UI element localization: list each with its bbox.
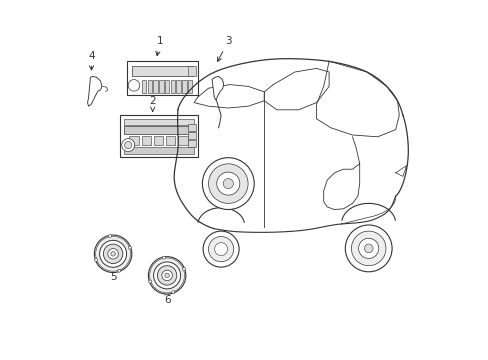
Bar	[178, 136, 187, 145]
Circle shape	[128, 80, 140, 91]
Circle shape	[216, 172, 239, 195]
Circle shape	[358, 238, 378, 258]
Bar	[176, 80, 181, 93]
Circle shape	[111, 252, 115, 256]
Text: 1: 1	[156, 36, 163, 55]
Circle shape	[103, 244, 122, 264]
Circle shape	[148, 280, 151, 283]
Circle shape	[171, 291, 174, 294]
Bar	[188, 66, 196, 76]
Circle shape	[202, 158, 254, 210]
Text: 3: 3	[217, 36, 231, 62]
Bar	[123, 126, 194, 134]
Circle shape	[164, 273, 169, 278]
Circle shape	[108, 235, 111, 238]
Bar	[120, 115, 197, 157]
Bar	[123, 119, 194, 125]
Bar	[170, 80, 175, 93]
Bar	[188, 140, 196, 147]
Circle shape	[128, 246, 131, 249]
Bar	[159, 80, 163, 93]
Circle shape	[157, 266, 177, 285]
Bar	[187, 80, 192, 93]
Bar	[164, 80, 169, 93]
Bar	[127, 61, 197, 95]
Circle shape	[182, 268, 185, 271]
Circle shape	[223, 179, 233, 189]
Bar	[129, 136, 139, 145]
Polygon shape	[212, 76, 223, 100]
Circle shape	[122, 139, 134, 152]
Circle shape	[208, 237, 233, 262]
Bar	[147, 80, 152, 93]
Bar	[123, 147, 194, 154]
Polygon shape	[87, 76, 102, 106]
Circle shape	[203, 231, 239, 267]
Circle shape	[345, 225, 391, 272]
Bar	[153, 136, 163, 145]
Bar	[141, 136, 151, 145]
Text: 6: 6	[163, 291, 170, 305]
Text: 4: 4	[88, 51, 95, 70]
Text: 5: 5	[110, 268, 116, 282]
Circle shape	[148, 257, 185, 294]
Circle shape	[108, 248, 118, 259]
Text: 2: 2	[149, 96, 156, 112]
Circle shape	[118, 269, 121, 272]
Circle shape	[351, 231, 385, 266]
Circle shape	[95, 258, 98, 261]
Bar	[188, 124, 196, 131]
Circle shape	[96, 237, 130, 271]
Circle shape	[214, 243, 227, 256]
Circle shape	[162, 256, 165, 259]
Circle shape	[149, 258, 184, 293]
Bar	[166, 136, 175, 145]
Circle shape	[124, 141, 132, 149]
Bar	[142, 80, 146, 93]
Circle shape	[153, 262, 180, 289]
Bar	[132, 66, 193, 76]
Circle shape	[364, 244, 372, 253]
Circle shape	[94, 235, 132, 273]
Bar	[188, 132, 196, 139]
Circle shape	[162, 270, 172, 281]
Bar	[182, 80, 186, 93]
Bar	[153, 80, 158, 93]
Circle shape	[208, 164, 247, 203]
Circle shape	[100, 240, 126, 267]
